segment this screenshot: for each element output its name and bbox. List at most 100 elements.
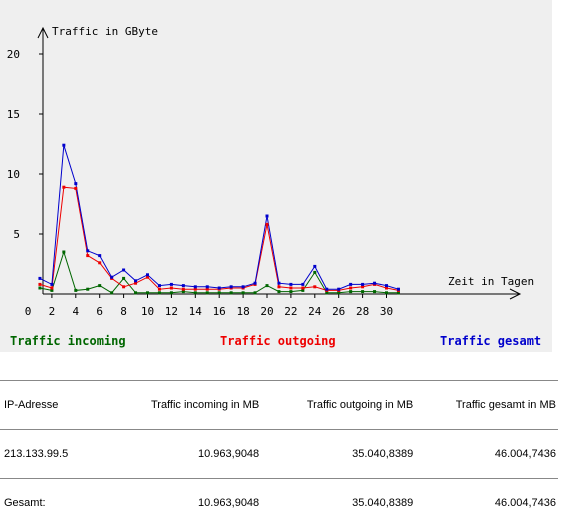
data-point <box>86 287 90 291</box>
x-axis-label: Zeit in Tagen <box>448 275 534 288</box>
data-point <box>169 282 173 286</box>
data-point <box>229 291 233 295</box>
data-point <box>62 185 66 189</box>
data-point <box>74 288 78 292</box>
data-point <box>98 261 102 265</box>
data-point <box>349 286 353 290</box>
traffic-chart-panel: Traffic in GByte Zeit in Tagen 0 2 4 6 8 10 12… <box>0 0 552 352</box>
legend-incoming: Traffic incoming <box>10 334 126 348</box>
data-point <box>373 290 377 294</box>
cell-total-incoming: 10.963,9048 <box>198 497 260 509</box>
data-point <box>134 291 138 295</box>
data-point <box>277 281 281 285</box>
table-row: 213.133.99.5 10.963,9048 35.040,8389 46.… <box>0 429 558 479</box>
x-tick-label: 22 <box>284 305 297 318</box>
data-point <box>325 291 329 295</box>
data-point <box>313 285 317 289</box>
data-point <box>301 288 305 292</box>
data-point <box>313 270 317 274</box>
header-outgoing: Traffic outgoing in MB <box>306 399 414 411</box>
data-point <box>110 275 114 279</box>
data-point <box>74 182 78 186</box>
series-line-3 <box>39 145 399 290</box>
y-tick-label: 15 <box>7 108 20 121</box>
data-point <box>241 285 245 289</box>
cell-total-label: Gesamt: <box>4 497 46 509</box>
x-tick-label: 12 <box>165 305 178 318</box>
data-point <box>86 249 90 253</box>
data-point <box>62 143 66 147</box>
data-point <box>134 281 138 285</box>
data-point <box>181 284 185 288</box>
x-tick-label: 8 <box>120 305 127 318</box>
x-tick-label: 16 <box>213 305 226 318</box>
cell-ip: 213.133.99.5 <box>4 448 69 460</box>
x-tick-label: 30 <box>380 305 393 318</box>
y-tick-label: 10 <box>7 168 20 181</box>
data-point <box>122 276 126 280</box>
data-point <box>289 282 293 286</box>
data-point <box>193 285 197 289</box>
data-point <box>169 286 173 290</box>
data-point <box>361 282 365 286</box>
y-axis-label: Traffic in GByte <box>52 25 158 38</box>
table-header-row: IP-Adresse Traffic incoming in MB Traffi… <box>0 380 558 430</box>
data-point <box>349 290 353 294</box>
data-point <box>146 275 149 279</box>
data-point <box>385 291 388 295</box>
x-tick-label: 14 <box>189 305 203 318</box>
data-point <box>277 285 281 289</box>
data-point <box>122 268 126 272</box>
header-incoming: Traffic incoming in MB <box>150 399 260 411</box>
x-tick-label: 18 <box>236 305 249 318</box>
cell-total-gesamt: 46.004,7436 <box>494 497 556 509</box>
x-tick-label: 28 <box>356 305 369 318</box>
data-point <box>86 254 90 258</box>
y-tick-label: 20 <box>7 48 20 61</box>
cell-gesamt: 46.004,7436 <box>494 448 556 460</box>
data-point <box>98 284 102 288</box>
data-point <box>349 282 353 286</box>
data-point <box>217 291 221 295</box>
data-point <box>181 287 185 291</box>
data-point <box>385 286 388 290</box>
data-point <box>396 287 400 291</box>
data-point <box>50 282 54 286</box>
data-point <box>301 282 305 286</box>
data-point <box>74 186 78 190</box>
legend-outgoing: Traffic outgoing <box>220 334 336 348</box>
data-point <box>122 285 126 289</box>
data-point <box>337 287 341 291</box>
data-point <box>98 254 102 258</box>
x-tick-label: 20 <box>260 305 273 318</box>
data-point <box>157 291 161 295</box>
data-point <box>62 250 66 254</box>
y-axis-arrow <box>37 26 49 39</box>
data-point <box>396 291 400 295</box>
data-point <box>289 290 293 294</box>
data-point <box>38 282 42 286</box>
data-point <box>265 222 269 226</box>
data-point <box>146 273 149 277</box>
data-point <box>265 214 269 218</box>
data-point <box>205 287 209 291</box>
data-point <box>313 264 317 268</box>
data-point <box>193 291 197 295</box>
x-tick-label: 24 <box>308 305 322 318</box>
data-point <box>205 291 209 295</box>
x-tick-label: 0 <box>25 305 32 318</box>
traffic-chart: Traffic in GByte Zeit in Tagen 0 2 4 6 8 10 12… <box>7 25 541 348</box>
data-point <box>301 286 305 290</box>
header-gesamt: Traffic gesamt in MB <box>455 399 556 411</box>
data-point <box>253 281 257 285</box>
header-ip: IP-Adresse <box>4 399 59 411</box>
cell-outgoing: 35.040,8389 <box>352 448 414 460</box>
data-point <box>241 291 245 295</box>
data-point <box>325 287 329 291</box>
data-point <box>361 290 365 294</box>
data-point <box>229 285 233 289</box>
data-point <box>146 291 149 295</box>
data-point <box>50 288 54 292</box>
x-axis-arrow <box>509 288 522 300</box>
